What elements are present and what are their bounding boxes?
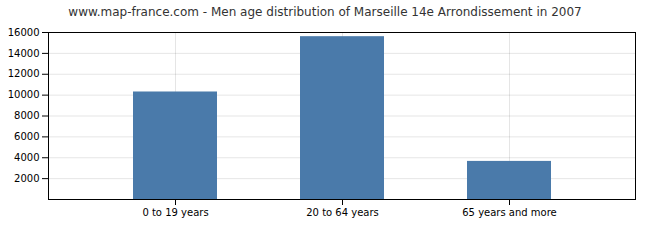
svg-text:16000: 16000 <box>8 27 40 38</box>
svg-text:12000: 12000 <box>8 68 40 79</box>
svg-text:2000: 2000 <box>14 173 39 184</box>
svg-text:4000: 4000 <box>14 152 39 163</box>
svg-text:0 to 19 years: 0 to 19 years <box>142 207 208 218</box>
svg-text:6000: 6000 <box>14 131 39 142</box>
svg-text:65 years and more: 65 years and more <box>462 207 557 218</box>
svg-text:10000: 10000 <box>8 89 40 100</box>
svg-text:14000: 14000 <box>8 48 40 59</box>
html-text:www.map-france.com - Men age d: www.map-france.com - Men age distributio… <box>68 5 582 19</box>
svg-text:20 to 64 years: 20 to 64 years <box>306 207 379 218</box>
svg-text:8000: 8000 <box>14 110 39 121</box>
